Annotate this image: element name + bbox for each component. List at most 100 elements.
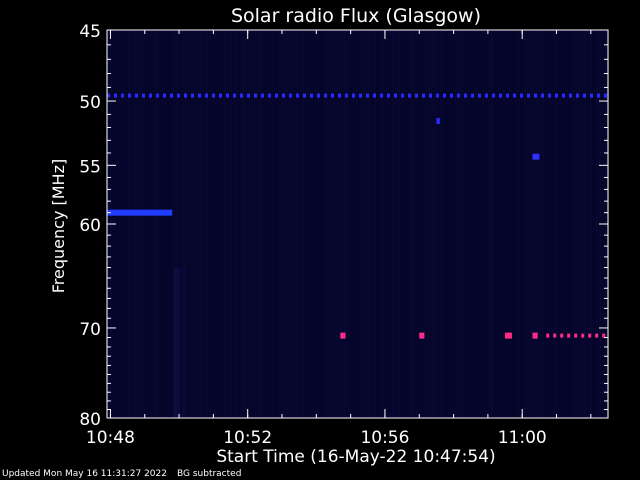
x-axis-label: Start Time (16-May-22 10:47:54) bbox=[216, 447, 495, 467]
noise-column bbox=[275, 30, 277, 418]
noise-column bbox=[305, 30, 307, 418]
noise-streak bbox=[177, 267, 181, 418]
noise-column bbox=[446, 30, 448, 418]
noise-column bbox=[134, 30, 136, 418]
spot-70.8MHz-c bbox=[505, 332, 512, 339]
noise-column bbox=[503, 30, 505, 418]
noise-column bbox=[350, 30, 352, 418]
noise-column bbox=[410, 30, 412, 418]
footer: Updated Mon May 16 11:31:27 2022 BG subtr… bbox=[2, 469, 251, 479]
noise-column bbox=[287, 30, 289, 418]
noise-column bbox=[311, 30, 313, 418]
noise-column bbox=[398, 30, 400, 418]
spot-70.8MHz-d bbox=[532, 332, 538, 339]
noise-column bbox=[167, 30, 169, 418]
noise-column bbox=[419, 30, 421, 418]
noise-column bbox=[278, 30, 280, 418]
y-tick-label: 50 bbox=[79, 93, 101, 113]
noise-column bbox=[284, 30, 286, 418]
noise-column bbox=[536, 30, 538, 418]
noise-column bbox=[380, 30, 382, 418]
x-tick-label: 10:48 bbox=[86, 428, 135, 448]
noise-column bbox=[494, 30, 496, 418]
noise-column bbox=[542, 30, 544, 418]
noise-column bbox=[449, 30, 451, 418]
noise-column bbox=[281, 30, 283, 418]
noise-column bbox=[299, 30, 301, 418]
noise-column bbox=[371, 30, 373, 418]
noise-column bbox=[320, 30, 322, 418]
noise-column bbox=[242, 30, 244, 418]
noise-streak bbox=[182, 267, 186, 418]
noise-column bbox=[248, 30, 250, 418]
chart-title: Solar radio Flux (Glasgow) bbox=[231, 5, 481, 27]
noise-column bbox=[164, 30, 166, 418]
noise-column bbox=[332, 30, 334, 418]
noise-column bbox=[425, 30, 427, 418]
noise-column bbox=[155, 30, 157, 418]
y-tick-label: 60 bbox=[79, 216, 101, 236]
noise-column bbox=[593, 30, 595, 418]
noise-column bbox=[317, 30, 319, 418]
spectrogram-background bbox=[107, 30, 608, 418]
noise-column bbox=[488, 30, 490, 418]
noise-column bbox=[353, 30, 355, 418]
noise-column bbox=[473, 30, 475, 418]
noise-column bbox=[347, 30, 349, 418]
noise-column bbox=[512, 30, 514, 418]
noise-column bbox=[590, 30, 592, 418]
noise-column bbox=[203, 30, 205, 418]
noise-column bbox=[314, 30, 316, 418]
noise-column bbox=[308, 30, 310, 418]
noise-column bbox=[527, 30, 529, 418]
noise-column bbox=[146, 30, 148, 418]
noise-column bbox=[434, 30, 436, 418]
noise-column bbox=[191, 30, 193, 418]
noise-column bbox=[302, 30, 304, 418]
noise-column bbox=[545, 30, 547, 418]
noise-column bbox=[239, 30, 241, 418]
noise-column bbox=[221, 30, 223, 418]
noise-column bbox=[179, 30, 181, 418]
noise-column bbox=[491, 30, 493, 418]
noise-column bbox=[161, 30, 163, 418]
noise-column bbox=[149, 30, 151, 418]
noise-column bbox=[293, 30, 295, 418]
noise-column bbox=[383, 30, 385, 418]
noise-column bbox=[233, 30, 235, 418]
noise-column bbox=[413, 30, 415, 418]
noise-column bbox=[359, 30, 361, 418]
x-tick-label: 10:56 bbox=[360, 428, 409, 448]
noise-column bbox=[467, 30, 469, 418]
noise-column bbox=[173, 30, 175, 418]
noise-column bbox=[209, 30, 211, 418]
noise-column bbox=[572, 30, 574, 418]
spot-51.5MHz bbox=[436, 117, 440, 124]
noise-column bbox=[458, 30, 460, 418]
noise-column bbox=[506, 30, 508, 418]
updated-timestamp: Updated Mon May 16 11:31:27 2022 bbox=[2, 469, 167, 479]
noise-column bbox=[143, 30, 145, 418]
noise-column bbox=[581, 30, 583, 418]
noise-column bbox=[416, 30, 418, 418]
noise-column bbox=[329, 30, 331, 418]
noise-column bbox=[335, 30, 337, 418]
noise-column bbox=[206, 30, 208, 418]
noise-column bbox=[461, 30, 463, 418]
bg-note: BG subtracted bbox=[176, 469, 242, 479]
noise-column bbox=[533, 30, 535, 418]
noise-column bbox=[128, 30, 130, 418]
spot-70.8MHz-a bbox=[340, 332, 346, 339]
noise-column bbox=[401, 30, 403, 418]
noise-column bbox=[557, 30, 559, 418]
noise-column bbox=[395, 30, 397, 418]
noise-column bbox=[374, 30, 376, 418]
noise-column bbox=[323, 30, 325, 418]
noise-column bbox=[218, 30, 220, 418]
noise-column bbox=[338, 30, 340, 418]
noise-column bbox=[122, 30, 124, 418]
noise-column bbox=[485, 30, 487, 418]
noise-column bbox=[404, 30, 406, 418]
noise-column bbox=[188, 30, 190, 418]
noise-column bbox=[407, 30, 409, 418]
